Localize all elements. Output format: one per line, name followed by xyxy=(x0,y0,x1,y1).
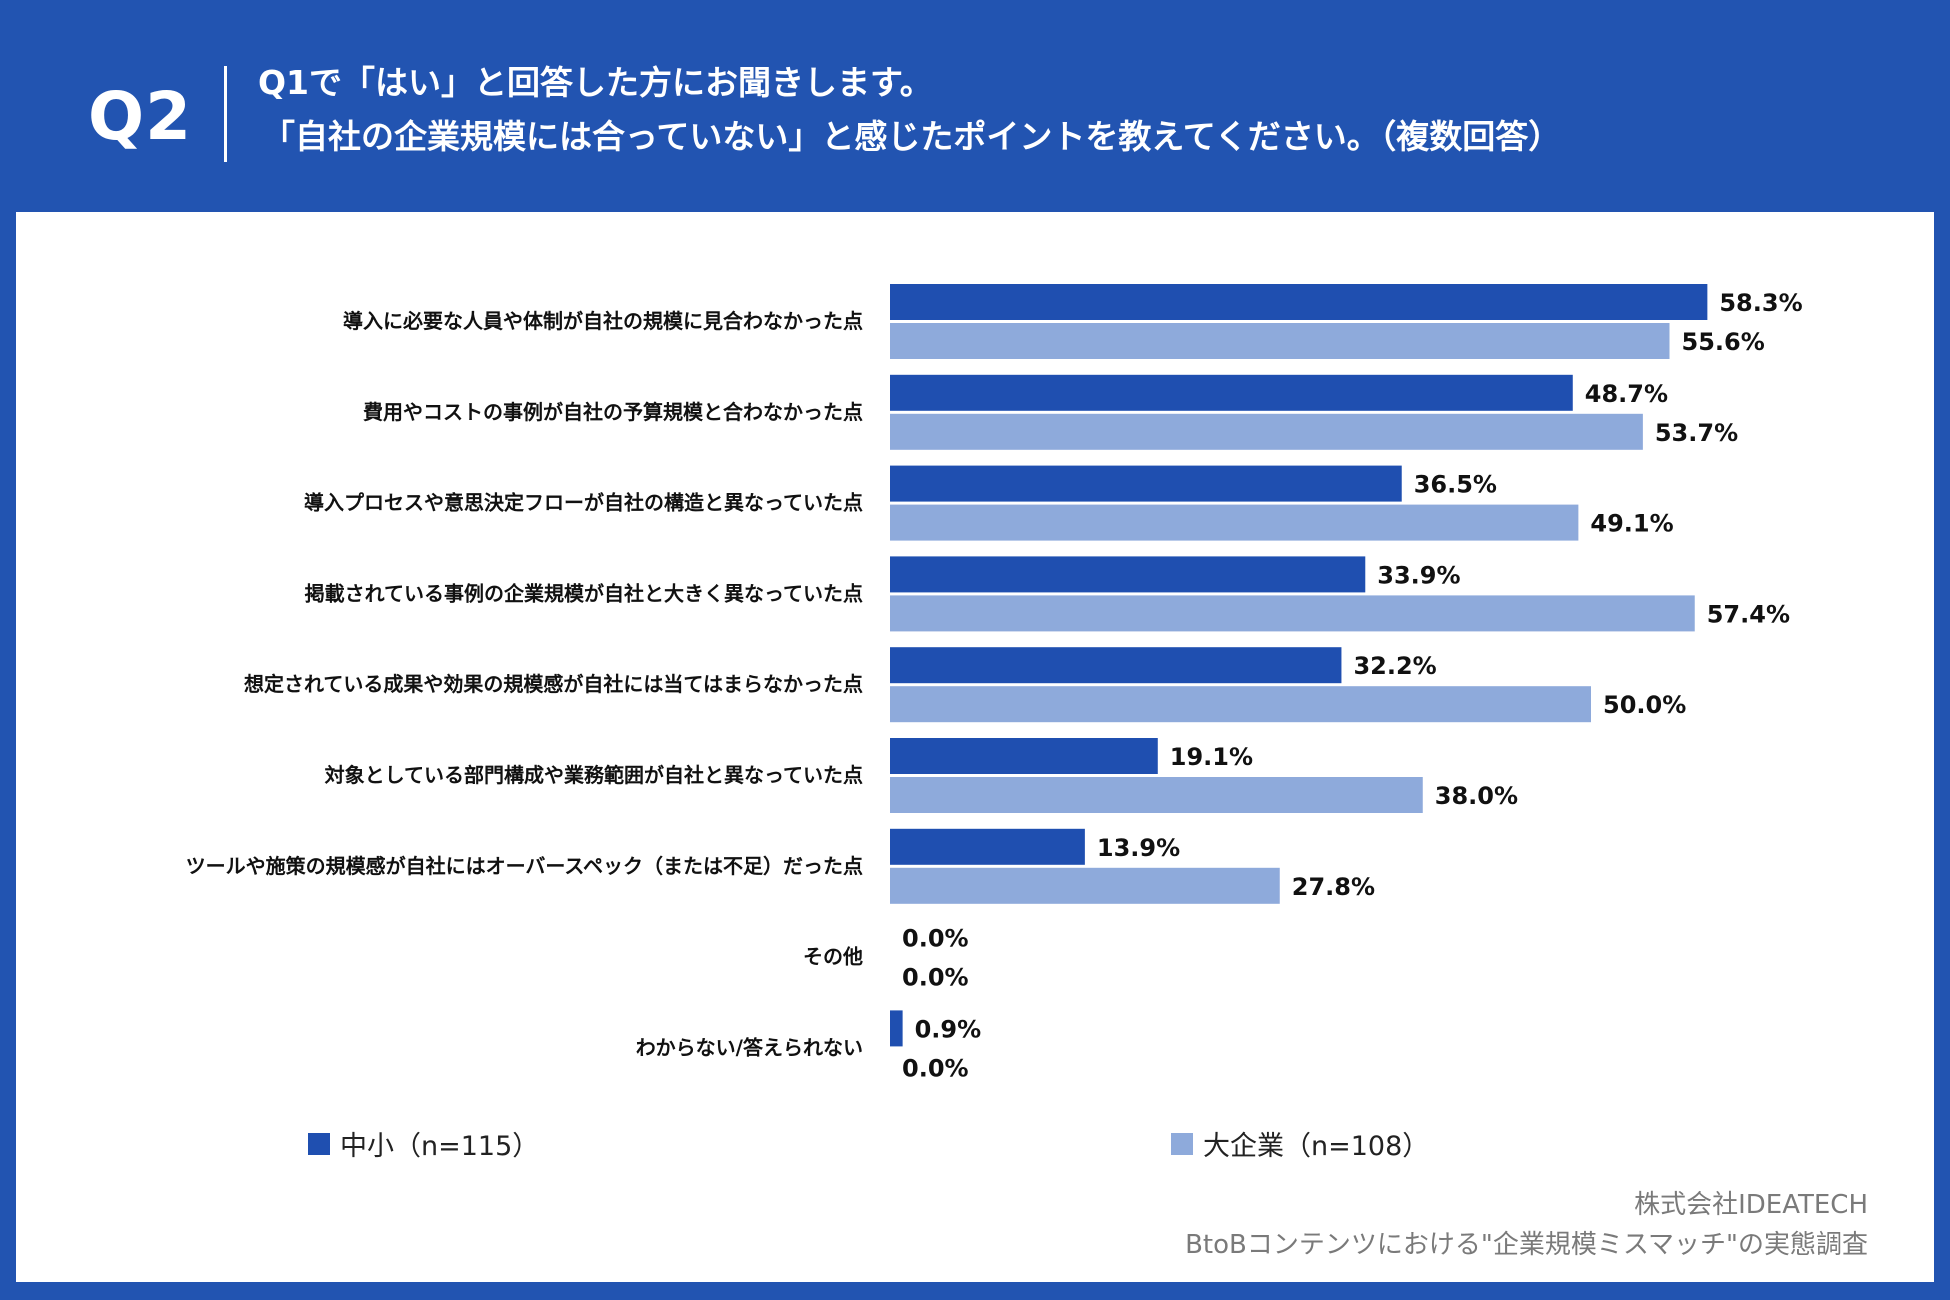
bar-large xyxy=(890,686,1591,723)
bar-sme xyxy=(890,284,1708,320)
header: Q2 Q1で「はい」と回答した方にお聞きします。 「自社の企業規模には合っていな… xyxy=(0,0,1950,212)
category-label: 掲載されている事例の企業規模が自社と大きく異なっていた点 xyxy=(305,581,863,605)
footer-survey: BtoBコンテンツにおける"企業規模ミスマッチ"の実態調査 xyxy=(1185,1230,1868,1260)
value-label-large: 49.1% xyxy=(1590,510,1673,538)
category-label: 想定されている成果や効果の規模感が自社には当てはまらなかった点 xyxy=(244,672,863,696)
question-title-line2: 「自社の企業規模には合っていない」と感じたポイントを教えてください。（複数回答） xyxy=(262,117,1562,156)
legend-item-large: 大企業（n=108） xyxy=(1171,1124,1429,1163)
value-label-large: 0.0% xyxy=(902,1054,969,1082)
category-label: 対象としている部門構成や業務範囲が自社と異なっていた点 xyxy=(324,763,863,787)
bar-sme xyxy=(890,465,1402,502)
value-label-large: 0.0% xyxy=(902,964,969,992)
value-label-sme: 36.5% xyxy=(1414,471,1497,499)
value-label-sme: 48.7% xyxy=(1585,380,1668,408)
legend-swatch-sme xyxy=(308,1132,330,1155)
bar-large xyxy=(890,504,1579,541)
value-label-large: 27.8% xyxy=(1292,873,1375,901)
bar-sme xyxy=(890,647,1342,684)
bar-sme xyxy=(890,738,1158,774)
value-label-large: 57.4% xyxy=(1707,600,1790,628)
footer-company: 株式会社IDEATECH xyxy=(1634,1190,1868,1220)
bar-large xyxy=(890,323,1670,359)
value-label-large: 53.7% xyxy=(1655,419,1738,447)
value-label-sme: 0.0% xyxy=(902,925,969,953)
bar-large xyxy=(890,595,1695,632)
bar-sme xyxy=(890,374,1573,411)
bar-large xyxy=(890,777,1423,813)
bar-sme xyxy=(890,556,1366,593)
value-label-sme: 58.3% xyxy=(1719,289,1802,317)
category-label: わからない/答えられない xyxy=(636,1035,863,1059)
category-label: ツールや施策の規模感が自社にはオーバースペック（または不足）だった点 xyxy=(186,854,863,878)
value-label-sme: 32.2% xyxy=(1353,652,1436,680)
category-label: 導入に必要な人員や体制が自社の規模に見合わなかった点 xyxy=(343,309,863,333)
value-label-sme: 13.9% xyxy=(1097,834,1180,862)
bar-sme xyxy=(890,1010,903,1047)
question-title-line1: Q1で「はい」と回答した方にお聞きします。 xyxy=(258,63,933,102)
header-divider xyxy=(224,66,227,162)
category-label: 費用やコストの事例が自社の予算規模と合わなかった点 xyxy=(363,400,863,424)
bar-large xyxy=(890,413,1643,450)
legend-label-sme: 中小（n=115） xyxy=(340,1131,540,1162)
value-label-large: 55.6% xyxy=(1682,328,1765,356)
legend-label-large: 大企業（n=108） xyxy=(1203,1131,1430,1162)
value-label-large: 38.0% xyxy=(1435,782,1518,810)
value-label-sme: 19.1% xyxy=(1170,743,1253,771)
value-label-sme: 33.9% xyxy=(1377,561,1460,589)
value-label-large: 50.0% xyxy=(1603,691,1686,719)
category-label: その他 xyxy=(803,945,863,969)
category-label: 導入プロセスや意思決定フローが自社の構造と異なっていた点 xyxy=(304,491,863,515)
legend-swatch-large xyxy=(1171,1132,1193,1155)
value-label-sme: 0.9% xyxy=(915,1015,982,1043)
bar-sme xyxy=(890,828,1085,865)
question-number: Q2 xyxy=(88,78,193,155)
legend-item-sme: 中小（n=115） xyxy=(308,1124,539,1163)
bar-large xyxy=(890,867,1280,904)
